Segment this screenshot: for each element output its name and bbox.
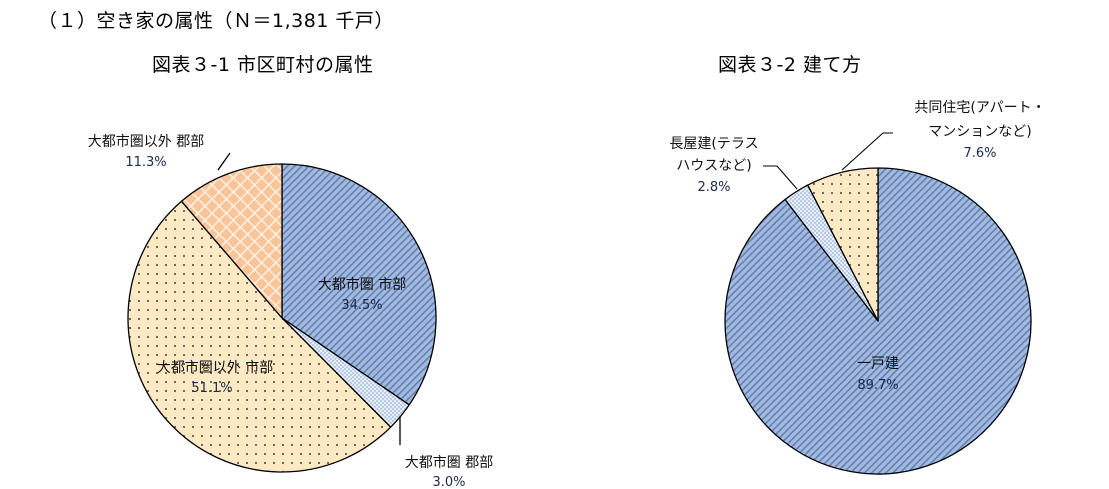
- svg-text:マンションなど): マンションなど): [928, 124, 1031, 140]
- pie-chart-building-type: [724, 167, 1032, 475]
- svg-text:長屋建(テラス: 長屋建(テラス: [669, 136, 758, 152]
- svg-text:共同住宅(アパート・: 共同住宅(アパート・: [914, 100, 1045, 116]
- pie-slice: [281, 163, 437, 406]
- svg-text:3.0%: 3.0%: [432, 475, 465, 489]
- chart-title-municipality: 図表３-1 市区町村の属性: [152, 54, 374, 76]
- slice-label-detached: 一戸建 89.7%: [857, 356, 899, 393]
- svg-text:大都市圏以外 市部: 大都市圏以外 市部: [157, 359, 273, 376]
- svg-text:51.1%: 51.1%: [191, 381, 232, 396]
- svg-text:大都市圏 市部: 大都市圏 市部: [318, 276, 406, 293]
- slice-label-metro-city: 大都市圏 市部 34.5%: [318, 276, 406, 313]
- section-title: （１）空き家の属性（Ｎ＝1,381 千戸）: [38, 10, 394, 32]
- svg-text:一戸建: 一戸建: [857, 356, 899, 372]
- pie-slice: [807, 167, 879, 322]
- slice-label-nonmetro-county: 大都市圏以外 郡部 11.3%: [88, 133, 231, 171]
- slice-label-metro-county: 大都市圏 郡部 3.0%: [399, 416, 493, 489]
- svg-text:ハウスなど): ハウスなど): [676, 158, 751, 174]
- svg-text:11.3%: 11.3%: [125, 155, 166, 170]
- svg-text:34.5%: 34.5%: [341, 298, 382, 313]
- chart-title-building-type: 図表３-2 建て方: [718, 54, 862, 76]
- pie-slice: [127, 200, 392, 473]
- svg-text:大都市圏 郡部: 大都市圏 郡部: [405, 454, 493, 471]
- pie-chart-municipality: [127, 163, 437, 473]
- slice-label-apartment: 共同住宅(アパート・ マンションなど) 7.6%: [841, 100, 1046, 171]
- slice-label-nonmetro-city: 大都市圏以外 市部 51.1%: [157, 359, 273, 396]
- svg-text:7.6%: 7.6%: [963, 146, 996, 161]
- svg-text:89.7%: 89.7%: [857, 378, 898, 393]
- slice-label-row-house: 長屋建(テラス ハウスなど) 2.8%: [669, 136, 798, 195]
- svg-text:大都市圏以外 郡部: 大都市圏以外 郡部: [88, 133, 204, 150]
- pie-slice: [180, 163, 283, 319]
- svg-text:2.8%: 2.8%: [697, 180, 730, 195]
